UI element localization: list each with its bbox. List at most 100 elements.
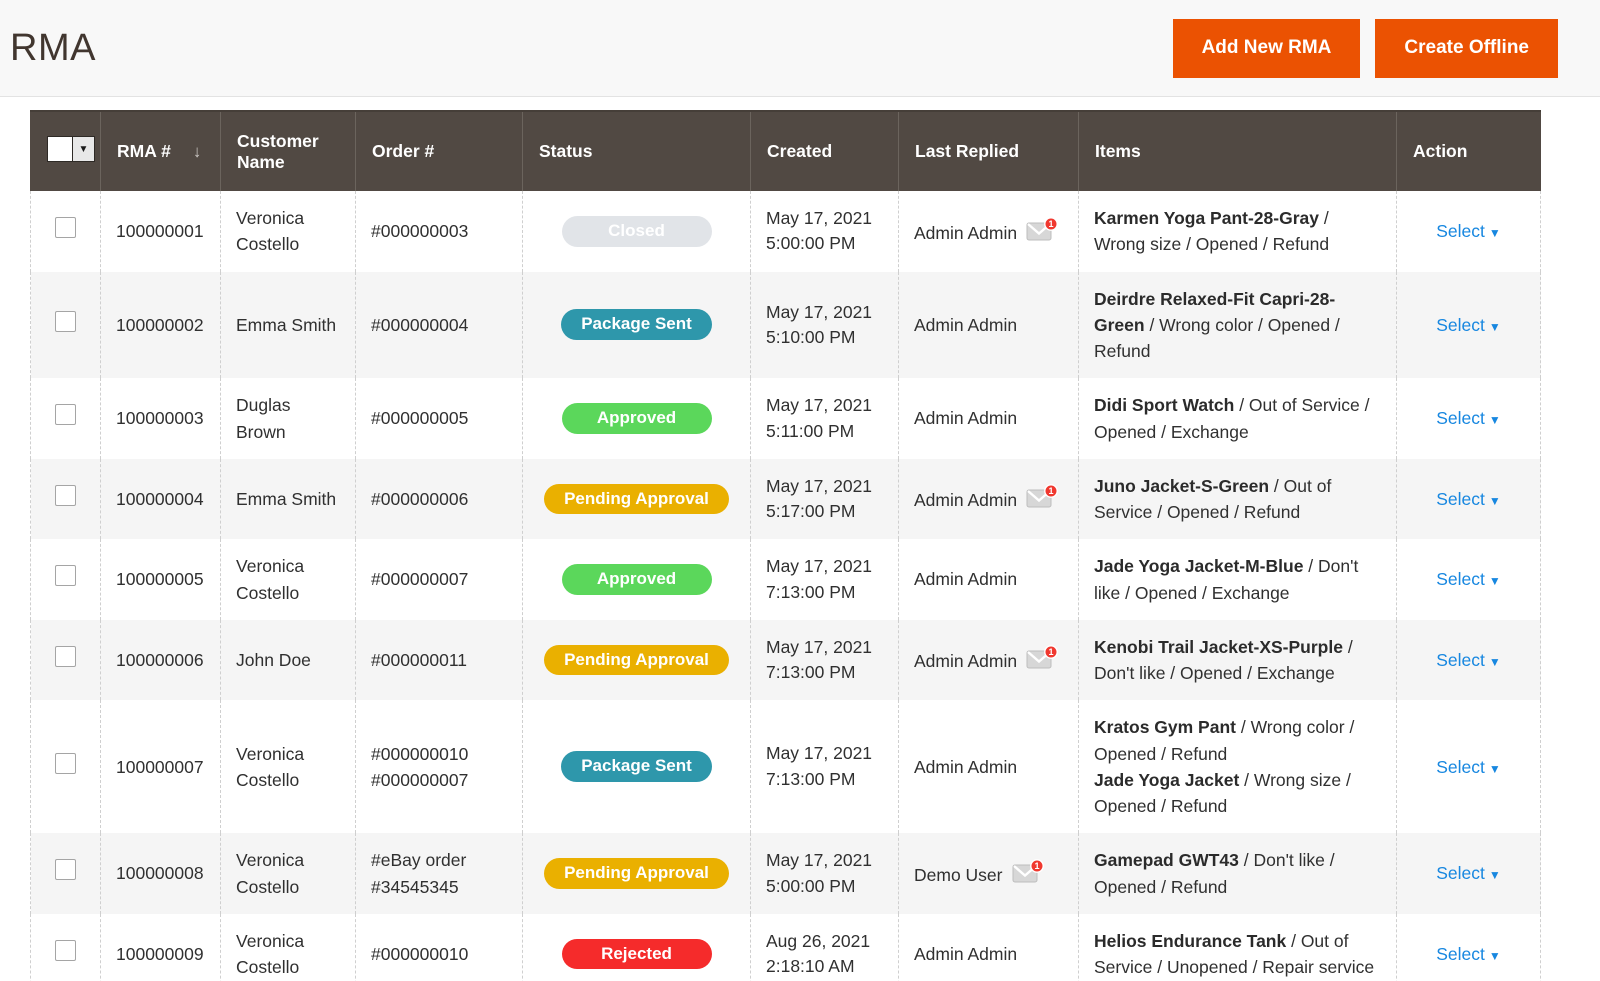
select-action-dropdown[interactable]: Select▼ bbox=[1436, 408, 1501, 428]
column-header-action[interactable]: Action bbox=[1397, 111, 1541, 191]
notification-count: 1 bbox=[1049, 219, 1054, 229]
select-label: Select bbox=[1436, 757, 1485, 777]
select-action-dropdown[interactable]: Select▼ bbox=[1436, 489, 1501, 509]
row-customer-name: Emma Smith bbox=[221, 272, 356, 379]
created-time: 5:17:00 PM bbox=[766, 499, 883, 524]
status-badge: Approved bbox=[562, 564, 712, 595]
row-checkbox[interactable] bbox=[55, 485, 76, 506]
row-checkbox[interactable] bbox=[55, 217, 76, 238]
row-order-numbers: #000000010 bbox=[356, 914, 523, 981]
created-time: 7:13:00 PM bbox=[766, 767, 883, 792]
row-items: Didi Sport Watch / Out of Service / Open… bbox=[1079, 378, 1397, 459]
select-action-dropdown[interactable]: Select ▼ bbox=[1436, 569, 1501, 589]
select-label: Select bbox=[1436, 569, 1485, 589]
last-replied-name: Admin Admin bbox=[914, 315, 1017, 335]
column-header-status[interactable]: Status bbox=[523, 111, 751, 191]
column-header-last-replied[interactable]: Last Replied bbox=[899, 111, 1079, 191]
select-action-dropdown[interactable]: Select▼ bbox=[1436, 650, 1501, 670]
select-label: Select bbox=[1436, 315, 1485, 335]
row-checkbox[interactable] bbox=[55, 404, 76, 425]
row-customer-name: Veronica Costello bbox=[221, 914, 356, 981]
table-row[interactable]: 100000008 Veronica Costello #eBay order … bbox=[31, 833, 1541, 914]
select-all-checkbox[interactable] bbox=[47, 136, 72, 162]
chevron-down-icon: ▼ bbox=[1489, 868, 1501, 882]
row-rma-number: 100000002 bbox=[101, 272, 221, 379]
add-new-rma-button[interactable]: Add New RMA bbox=[1173, 19, 1361, 78]
row-customer-name: Duglas Brown bbox=[221, 378, 356, 459]
table-row[interactable]: 100000005 Veronica Costello #000000007 A… bbox=[31, 539, 1541, 620]
chevron-down-icon: ▼ bbox=[1489, 949, 1501, 963]
row-checkbox[interactable] bbox=[55, 565, 76, 586]
row-order-numbers: #000000007 bbox=[356, 539, 523, 620]
row-checkbox[interactable] bbox=[55, 940, 76, 961]
column-header-created[interactable]: Created bbox=[751, 111, 899, 191]
table-row[interactable]: 100000003 Duglas Brown #000000005 Approv… bbox=[31, 378, 1541, 459]
sort-descending-icon: ↓ bbox=[193, 142, 202, 161]
table-row[interactable]: 100000004 Emma Smith #000000006 Pending … bbox=[31, 459, 1541, 540]
select-action-dropdown[interactable]: Select▼ bbox=[1436, 863, 1501, 883]
created-date: May 17, 2021 bbox=[766, 474, 883, 499]
table-row[interactable]: 100000002 Emma Smith #000000004 Package … bbox=[31, 272, 1541, 379]
select-action-dropdown[interactable]: Select ▼ bbox=[1436, 944, 1501, 964]
row-items: Deirdre Relaxed-Fit Capri-28-Green / Wro… bbox=[1079, 272, 1397, 379]
created-date: May 17, 2021 bbox=[766, 848, 883, 873]
row-rma-number: 100000005 bbox=[101, 539, 221, 620]
chevron-down-icon: ▼ bbox=[1489, 413, 1501, 427]
table-row[interactable]: 100000006 John Doe #000000011 Pending Ap… bbox=[31, 620, 1541, 701]
table-row[interactable]: 100000009 Veronica Costello #000000010 R… bbox=[31, 914, 1541, 981]
last-replied-name: Admin Admin bbox=[914, 757, 1017, 777]
select-action-dropdown[interactable]: Select▼ bbox=[1436, 757, 1501, 777]
page-title: RMA bbox=[10, 27, 96, 70]
row-order-numbers: #000000003 bbox=[356, 191, 523, 272]
notification-count: 1 bbox=[1034, 861, 1039, 871]
row-rma-number: 100000006 bbox=[101, 620, 221, 701]
row-checkbox[interactable] bbox=[55, 859, 76, 880]
notification-envelope-icon: 1 bbox=[1026, 484, 1058, 511]
row-rma-number: 100000001 bbox=[101, 191, 221, 272]
row-customer-name: Veronica Costello bbox=[221, 700, 356, 833]
created-date: May 17, 2021 bbox=[766, 554, 883, 579]
toolbar: Add New RMA Create Offline bbox=[1173, 19, 1558, 78]
rma-grid: ▼ RMA #↓ Customer Name Order # Status Cr… bbox=[30, 110, 1570, 981]
row-order-numbers: #000000010#000000007 bbox=[356, 700, 523, 833]
last-replied-name: Admin Admin bbox=[914, 408, 1017, 428]
row-rma-number: 100000007 bbox=[101, 700, 221, 833]
chevron-down-icon: ▼ bbox=[1489, 226, 1501, 240]
row-customer-name: Emma Smith bbox=[221, 459, 356, 540]
chevron-down-icon: ▼ bbox=[1489, 320, 1501, 334]
last-replied-name: Demo User bbox=[914, 865, 1003, 885]
chevron-down-icon: ▼ bbox=[1489, 574, 1501, 588]
column-header-items[interactable]: Items bbox=[1079, 111, 1397, 191]
column-header-rma[interactable]: RMA #↓ bbox=[101, 111, 221, 191]
created-time: 5:00:00 PM bbox=[766, 231, 883, 256]
row-rma-number: 100000004 bbox=[101, 459, 221, 540]
last-replied-name: Admin Admin bbox=[914, 569, 1017, 589]
row-order-numbers: #000000011 bbox=[356, 620, 523, 701]
table-row[interactable]: 100000007 Veronica Costello #000000010#0… bbox=[31, 700, 1541, 833]
create-offline-button[interactable]: Create Offline bbox=[1375, 19, 1558, 78]
status-badge: Pending Approval bbox=[544, 645, 729, 676]
last-replied-name: Admin Admin bbox=[914, 490, 1017, 510]
select-action-dropdown[interactable]: Select ▼ bbox=[1436, 315, 1501, 335]
select-label: Select bbox=[1436, 944, 1485, 964]
status-badge: Pending Approval bbox=[544, 858, 729, 889]
created-date: May 17, 2021 bbox=[766, 300, 883, 325]
column-header-order[interactable]: Order # bbox=[356, 111, 523, 191]
row-checkbox[interactable] bbox=[55, 311, 76, 332]
row-checkbox[interactable] bbox=[55, 646, 76, 667]
select-all-dropdown[interactable]: ▼ bbox=[72, 136, 95, 162]
status-badge: Closed bbox=[562, 216, 712, 247]
created-time: 5:00:00 PM bbox=[766, 874, 883, 899]
row-items: Kratos Gym Pant / Wrong color / Opened /… bbox=[1079, 700, 1397, 833]
status-badge: Rejected bbox=[562, 939, 712, 970]
created-date: Aug 26, 2021 bbox=[766, 929, 883, 954]
row-customer-name: Veronica Costello bbox=[221, 191, 356, 272]
row-checkbox[interactable] bbox=[55, 753, 76, 774]
row-items: Juno Jacket-S-Green / Out of Service / O… bbox=[1079, 459, 1397, 540]
grid-header-row: ▼ RMA #↓ Customer Name Order # Status Cr… bbox=[31, 111, 1541, 191]
select-action-dropdown[interactable]: Select▼ bbox=[1436, 221, 1501, 241]
table-row[interactable]: 100000001 Veronica Costello #000000003 C… bbox=[31, 191, 1541, 272]
column-header-customer-name[interactable]: Customer Name bbox=[221, 111, 356, 191]
row-order-numbers: #000000005 bbox=[356, 378, 523, 459]
created-date: May 17, 2021 bbox=[766, 741, 883, 766]
